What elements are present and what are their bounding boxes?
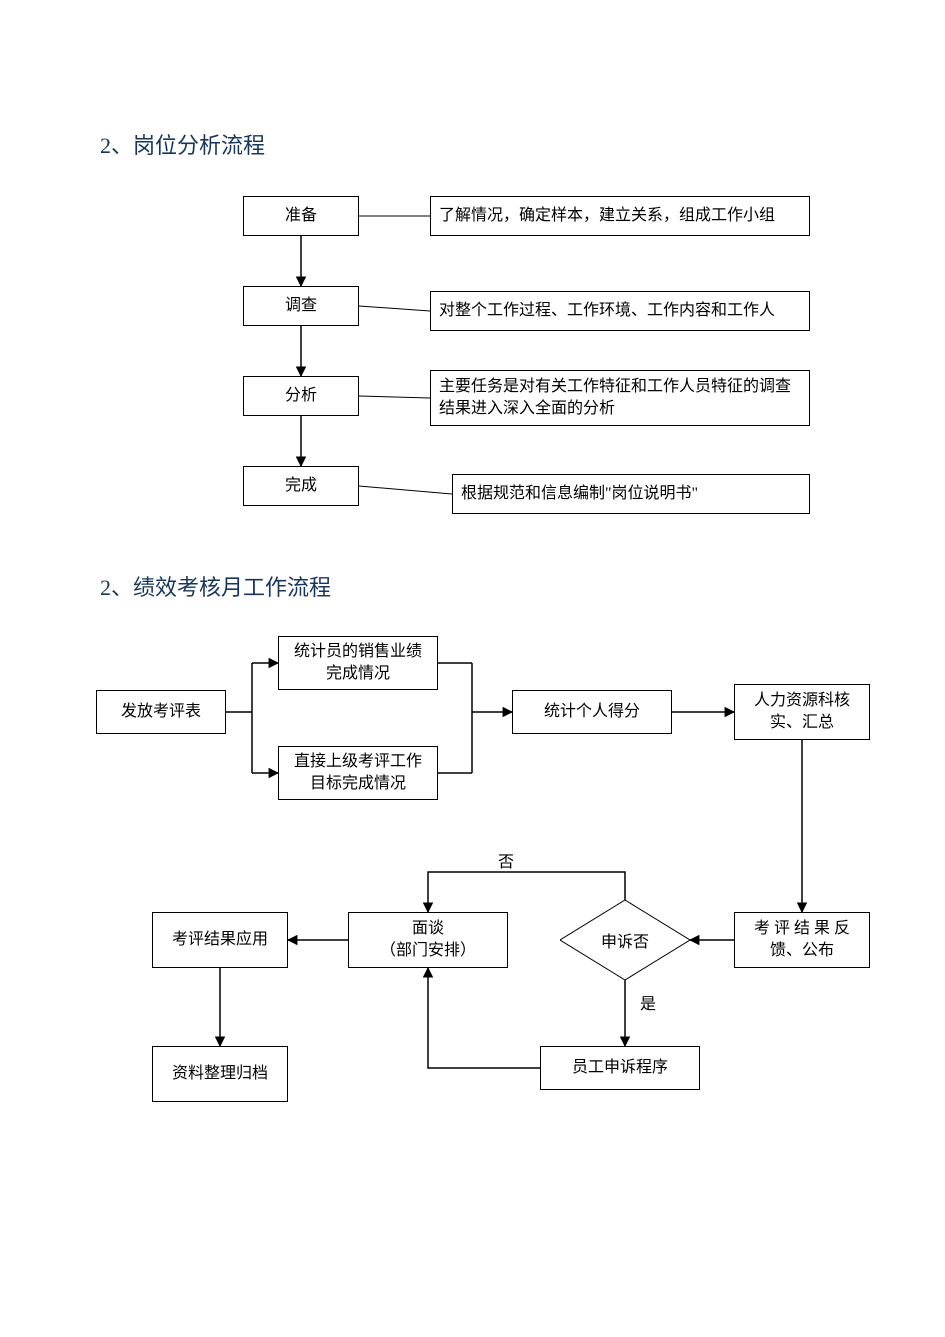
fc2-label-no: 否 <box>498 848 514 872</box>
fc2-node-apply-result: 考评结果应用 <box>152 912 288 968</box>
fc1-step-complete: 完成 <box>243 466 359 506</box>
fc2-node-issue-form: 发放考评表 <box>96 690 226 734</box>
fc2-node-hr-verify: 人力资源科核实、汇总 <box>734 684 870 740</box>
fc2-node-supervisor-review: 直接上级考评工作目标完成情况 <box>278 746 438 800</box>
fc2-node-employee-appeal: 员工申诉程序 <box>540 1046 700 1090</box>
fc2-node-archive: 资料整理归档 <box>152 1046 288 1102</box>
fc2-node-sales-stats: 统计员的销售业绩完成情况 <box>278 636 438 690</box>
fc1-step-prepare: 准备 <box>243 196 359 236</box>
fc1-step-survey: 调查 <box>243 286 359 326</box>
heading-job-analysis: 2、岗位分析流程 <box>100 128 265 160</box>
fc2-node-meeting: 面谈 （部门安排） <box>348 912 508 968</box>
fc2-node-personal-score: 统计个人得分 <box>512 690 672 734</box>
fc1-desc-survey: 对整个工作过程、工作环境、工作内容和工作人 <box>430 291 810 331</box>
page: 2、岗位分析流程 2、绩效考核月工作流程 准备 调查 分析 完成 了解情况，确定… <box>0 0 945 1337</box>
fc1-desc-prepare: 了解情况，确定样本，建立关系，组成工作小组 <box>430 196 810 236</box>
fc2-node-feedback: 考 评 结 果 反馈、公布 <box>734 912 870 968</box>
fc1-desc-analyze: 主要任务是对有关工作特征和工作人员特征的调查结果进入深入全面的分析 <box>430 370 810 426</box>
heading-performance-review: 2、绩效考核月工作流程 <box>100 570 331 602</box>
fc2-label-yes: 是 <box>640 990 656 1014</box>
fc1-step-analyze: 分析 <box>243 376 359 416</box>
fc1-desc-complete: 根据规范和信息编制"岗位说明书" <box>452 474 810 514</box>
fc2-decision-appeal: 申诉否 <box>560 900 690 980</box>
fc2-decision-appeal-label: 申诉否 <box>560 900 690 980</box>
